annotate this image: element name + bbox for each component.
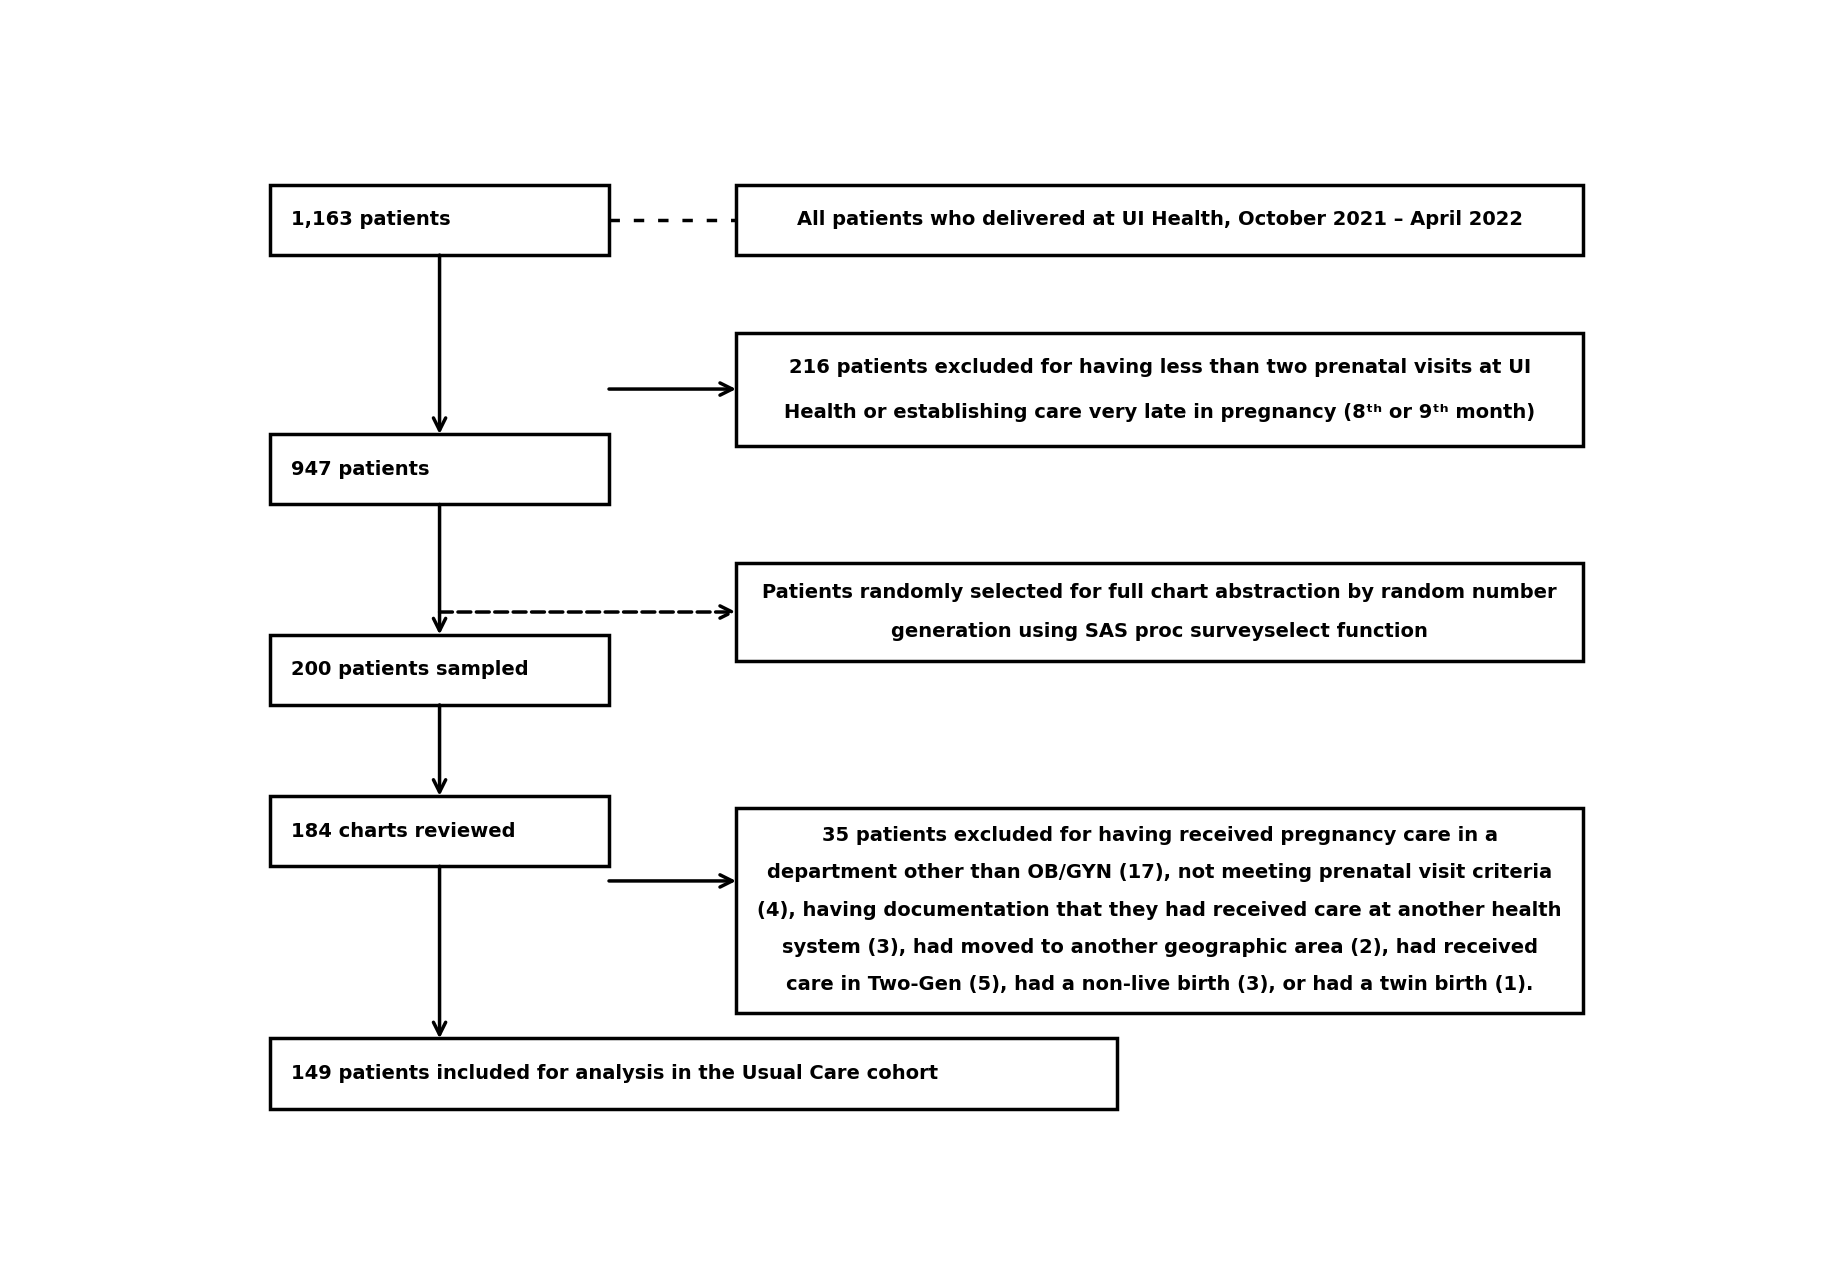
FancyBboxPatch shape — [736, 333, 1583, 446]
FancyBboxPatch shape — [270, 1039, 1117, 1109]
FancyBboxPatch shape — [270, 796, 609, 866]
Text: generation using SAS proc surveyselect function: generation using SAS proc surveyselect f… — [891, 622, 1428, 641]
Text: 149 patients included for analysis in the Usual Care cohort: 149 patients included for analysis in th… — [292, 1064, 938, 1083]
FancyBboxPatch shape — [270, 434, 609, 504]
Text: 200 patients sampled: 200 patients sampled — [292, 660, 528, 679]
Text: care in Two-Gen (5), had a non-live birth (3), or had a twin birth (1).: care in Two-Gen (5), had a non-live birt… — [785, 975, 1534, 994]
Text: Patients randomly selected for full chart abstraction by random number: Patients randomly selected for full char… — [762, 583, 1558, 602]
FancyBboxPatch shape — [736, 184, 1583, 255]
Text: 947 patients: 947 patients — [292, 460, 430, 479]
Text: 1,163 patients: 1,163 patients — [292, 211, 450, 230]
FancyBboxPatch shape — [270, 184, 609, 255]
Text: (4), having documentation that they had received care at another health: (4), having documentation that they had … — [758, 900, 1561, 919]
Text: 35 patients excluded for having received pregnancy care in a: 35 patients excluded for having received… — [822, 826, 1498, 845]
Text: 216 patients excluded for having less than two prenatal visits at UI: 216 patients excluded for having less th… — [789, 358, 1530, 376]
FancyBboxPatch shape — [270, 635, 609, 705]
Text: 184 charts reviewed: 184 charts reviewed — [292, 822, 516, 841]
Text: department other than OB/GYN (17), not meeting prenatal visit criteria: department other than OB/GYN (17), not m… — [767, 864, 1552, 883]
Text: All patients who delivered at UI Health, October 2021 – April 2022: All patients who delivered at UI Health,… — [796, 211, 1523, 230]
FancyBboxPatch shape — [736, 563, 1583, 660]
Text: Health or establishing care very late in pregnancy (8ᵗʰ or 9ᵗʰ month): Health or establishing care very late in… — [783, 403, 1536, 422]
FancyBboxPatch shape — [736, 808, 1583, 1013]
Text: system (3), had moved to another geographic area (2), had received: system (3), had moved to another geograp… — [782, 939, 1538, 958]
